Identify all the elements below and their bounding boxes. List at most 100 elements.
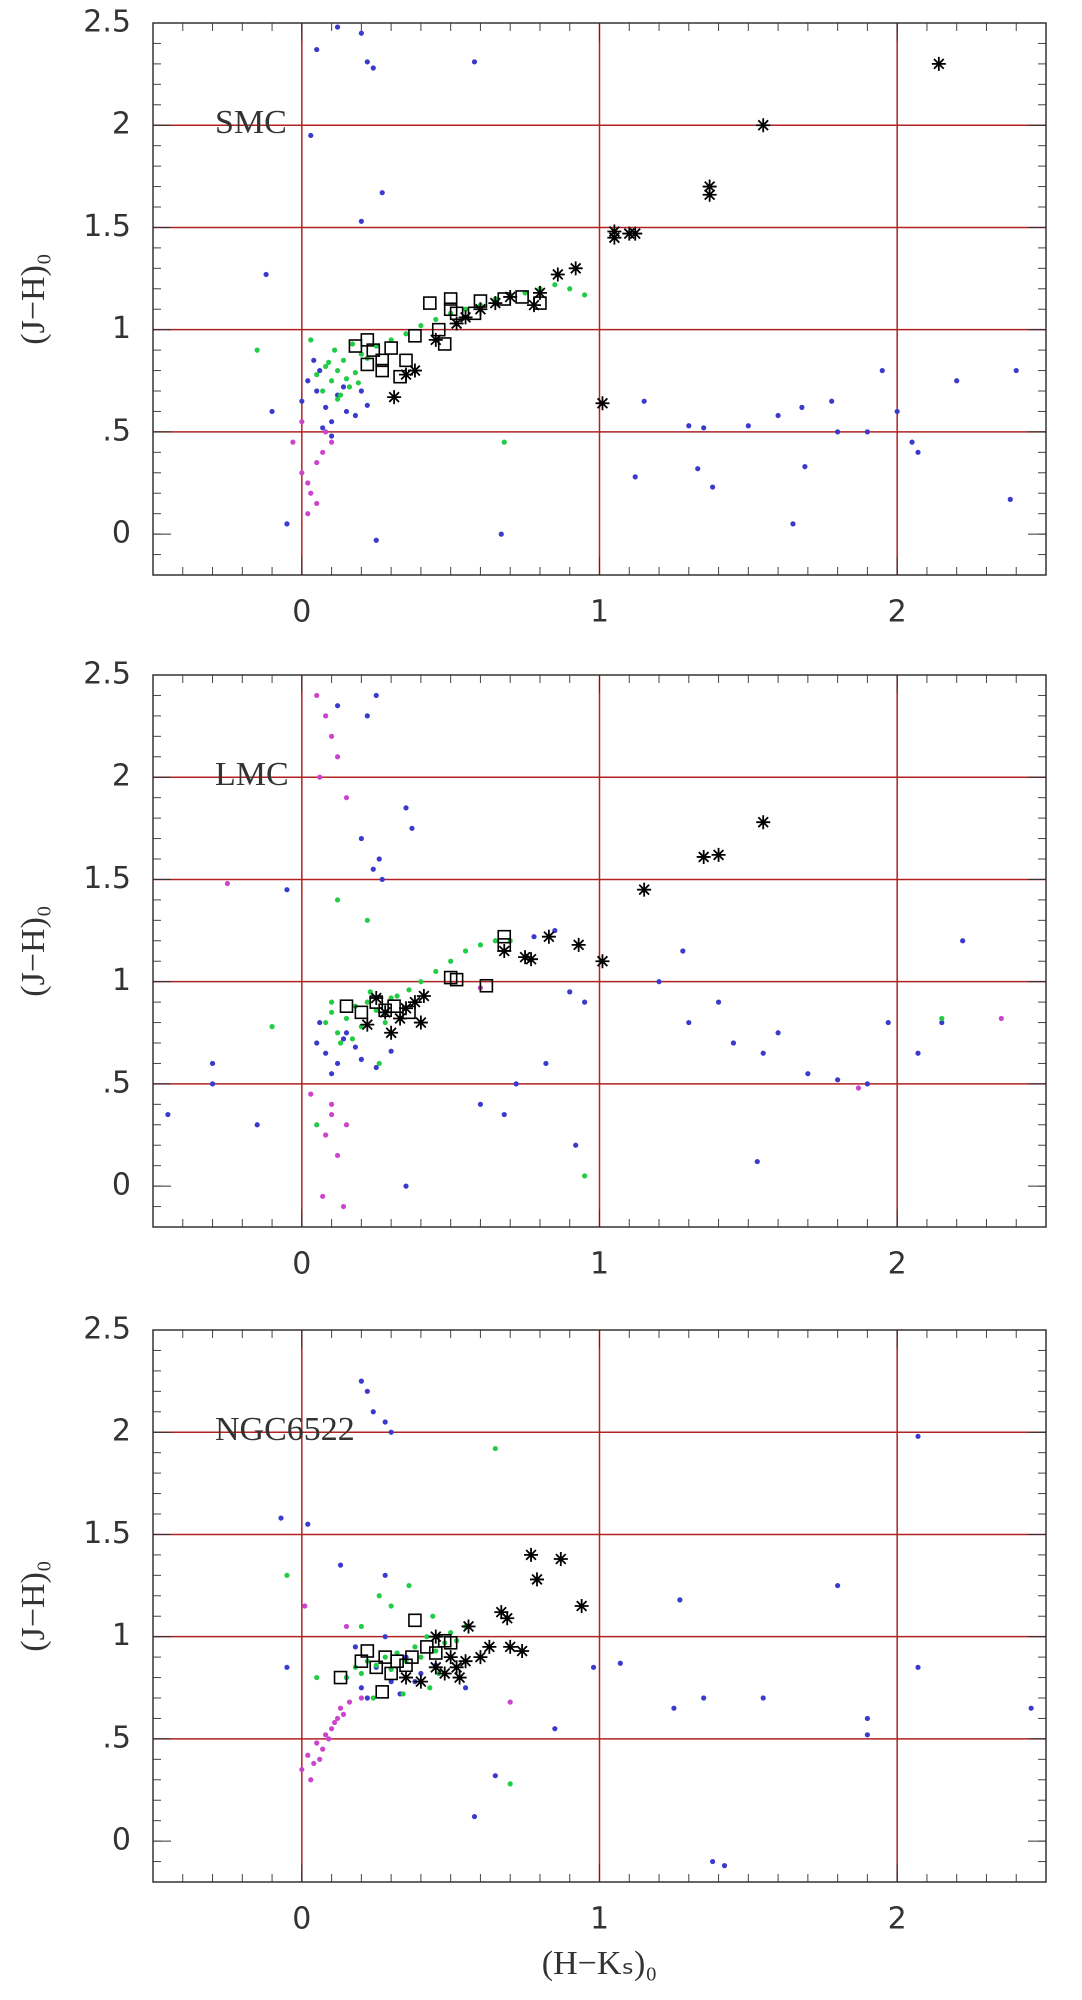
point xyxy=(329,419,335,425)
point xyxy=(492,938,498,944)
panel: 0 1 2 0 .5 1 1.5 2 2.5 LMC (J−H)₀ xyxy=(15,657,1047,1282)
point xyxy=(497,944,512,958)
point xyxy=(428,1646,443,1660)
point xyxy=(418,1654,424,1660)
point xyxy=(343,408,350,415)
point xyxy=(473,302,488,317)
y-axis-label: (J−H)₀ xyxy=(15,1560,52,1651)
point xyxy=(443,292,458,306)
point xyxy=(607,224,622,239)
point xyxy=(379,876,385,883)
point xyxy=(400,1691,406,1697)
point xyxy=(428,1629,443,1644)
point xyxy=(760,1695,766,1701)
point xyxy=(423,296,437,310)
point xyxy=(641,398,647,404)
point xyxy=(308,132,314,139)
point xyxy=(364,917,370,923)
y-tick-label: 1 xyxy=(112,963,131,998)
point xyxy=(355,380,361,386)
point xyxy=(314,1040,320,1046)
point xyxy=(1007,496,1013,502)
point xyxy=(314,388,320,394)
point xyxy=(998,1015,1004,1022)
point xyxy=(334,367,341,374)
point xyxy=(393,1011,408,1026)
point xyxy=(323,1050,329,1056)
point xyxy=(418,1670,424,1677)
point xyxy=(329,733,335,739)
point xyxy=(329,433,335,439)
point xyxy=(305,1521,311,1527)
point xyxy=(503,289,518,304)
point xyxy=(462,948,469,954)
point xyxy=(320,449,326,455)
point xyxy=(498,531,504,537)
point xyxy=(320,1193,326,1199)
y-tick-label: .5 xyxy=(102,1065,131,1100)
point xyxy=(278,1515,284,1521)
point xyxy=(507,1699,513,1705)
point xyxy=(314,372,320,378)
point xyxy=(343,376,350,382)
y-tick-label: 1 xyxy=(112,311,131,346)
point xyxy=(165,1111,171,1118)
point xyxy=(408,328,422,343)
point xyxy=(515,1643,530,1658)
point xyxy=(671,1705,677,1711)
point xyxy=(323,1132,329,1138)
point xyxy=(388,995,394,1001)
point xyxy=(326,359,332,365)
point xyxy=(334,1715,341,1722)
point xyxy=(471,1813,478,1820)
point xyxy=(334,754,341,760)
point xyxy=(686,423,692,429)
point xyxy=(337,1705,344,1711)
y-tick-label: 1 xyxy=(112,1618,131,1653)
point xyxy=(412,1644,418,1650)
y-tick-label: .5 xyxy=(102,413,131,448)
point xyxy=(254,347,260,353)
point xyxy=(302,1603,308,1609)
point xyxy=(531,934,537,940)
plot-frame xyxy=(152,1329,1047,1883)
point xyxy=(358,1378,364,1384)
point xyxy=(329,1726,335,1732)
point xyxy=(284,887,290,893)
point xyxy=(492,1773,498,1779)
x-tick-label: 0 xyxy=(292,1247,311,1282)
point xyxy=(284,521,290,527)
point xyxy=(462,306,469,312)
point xyxy=(284,1572,290,1578)
point xyxy=(701,1695,707,1701)
point xyxy=(954,378,960,384)
point xyxy=(317,1019,323,1026)
point xyxy=(340,1711,347,1717)
point xyxy=(343,1030,350,1036)
point xyxy=(399,1670,414,1685)
point xyxy=(702,179,717,194)
point xyxy=(375,1685,390,1699)
point xyxy=(299,419,305,425)
point xyxy=(284,1664,290,1670)
point xyxy=(430,1613,436,1619)
point xyxy=(376,1593,382,1599)
point xyxy=(405,1650,419,1664)
point xyxy=(394,993,400,999)
point xyxy=(399,367,414,382)
point xyxy=(340,1036,347,1042)
point xyxy=(378,1005,393,1020)
point xyxy=(387,390,402,405)
point xyxy=(305,378,311,384)
point xyxy=(399,353,413,368)
point xyxy=(829,398,835,404)
point xyxy=(334,1030,341,1036)
point xyxy=(567,989,573,995)
point xyxy=(532,285,547,300)
point xyxy=(382,1634,388,1640)
point xyxy=(305,511,311,517)
point xyxy=(637,882,652,897)
point xyxy=(388,337,394,343)
point xyxy=(452,1670,467,1685)
point xyxy=(541,929,556,944)
